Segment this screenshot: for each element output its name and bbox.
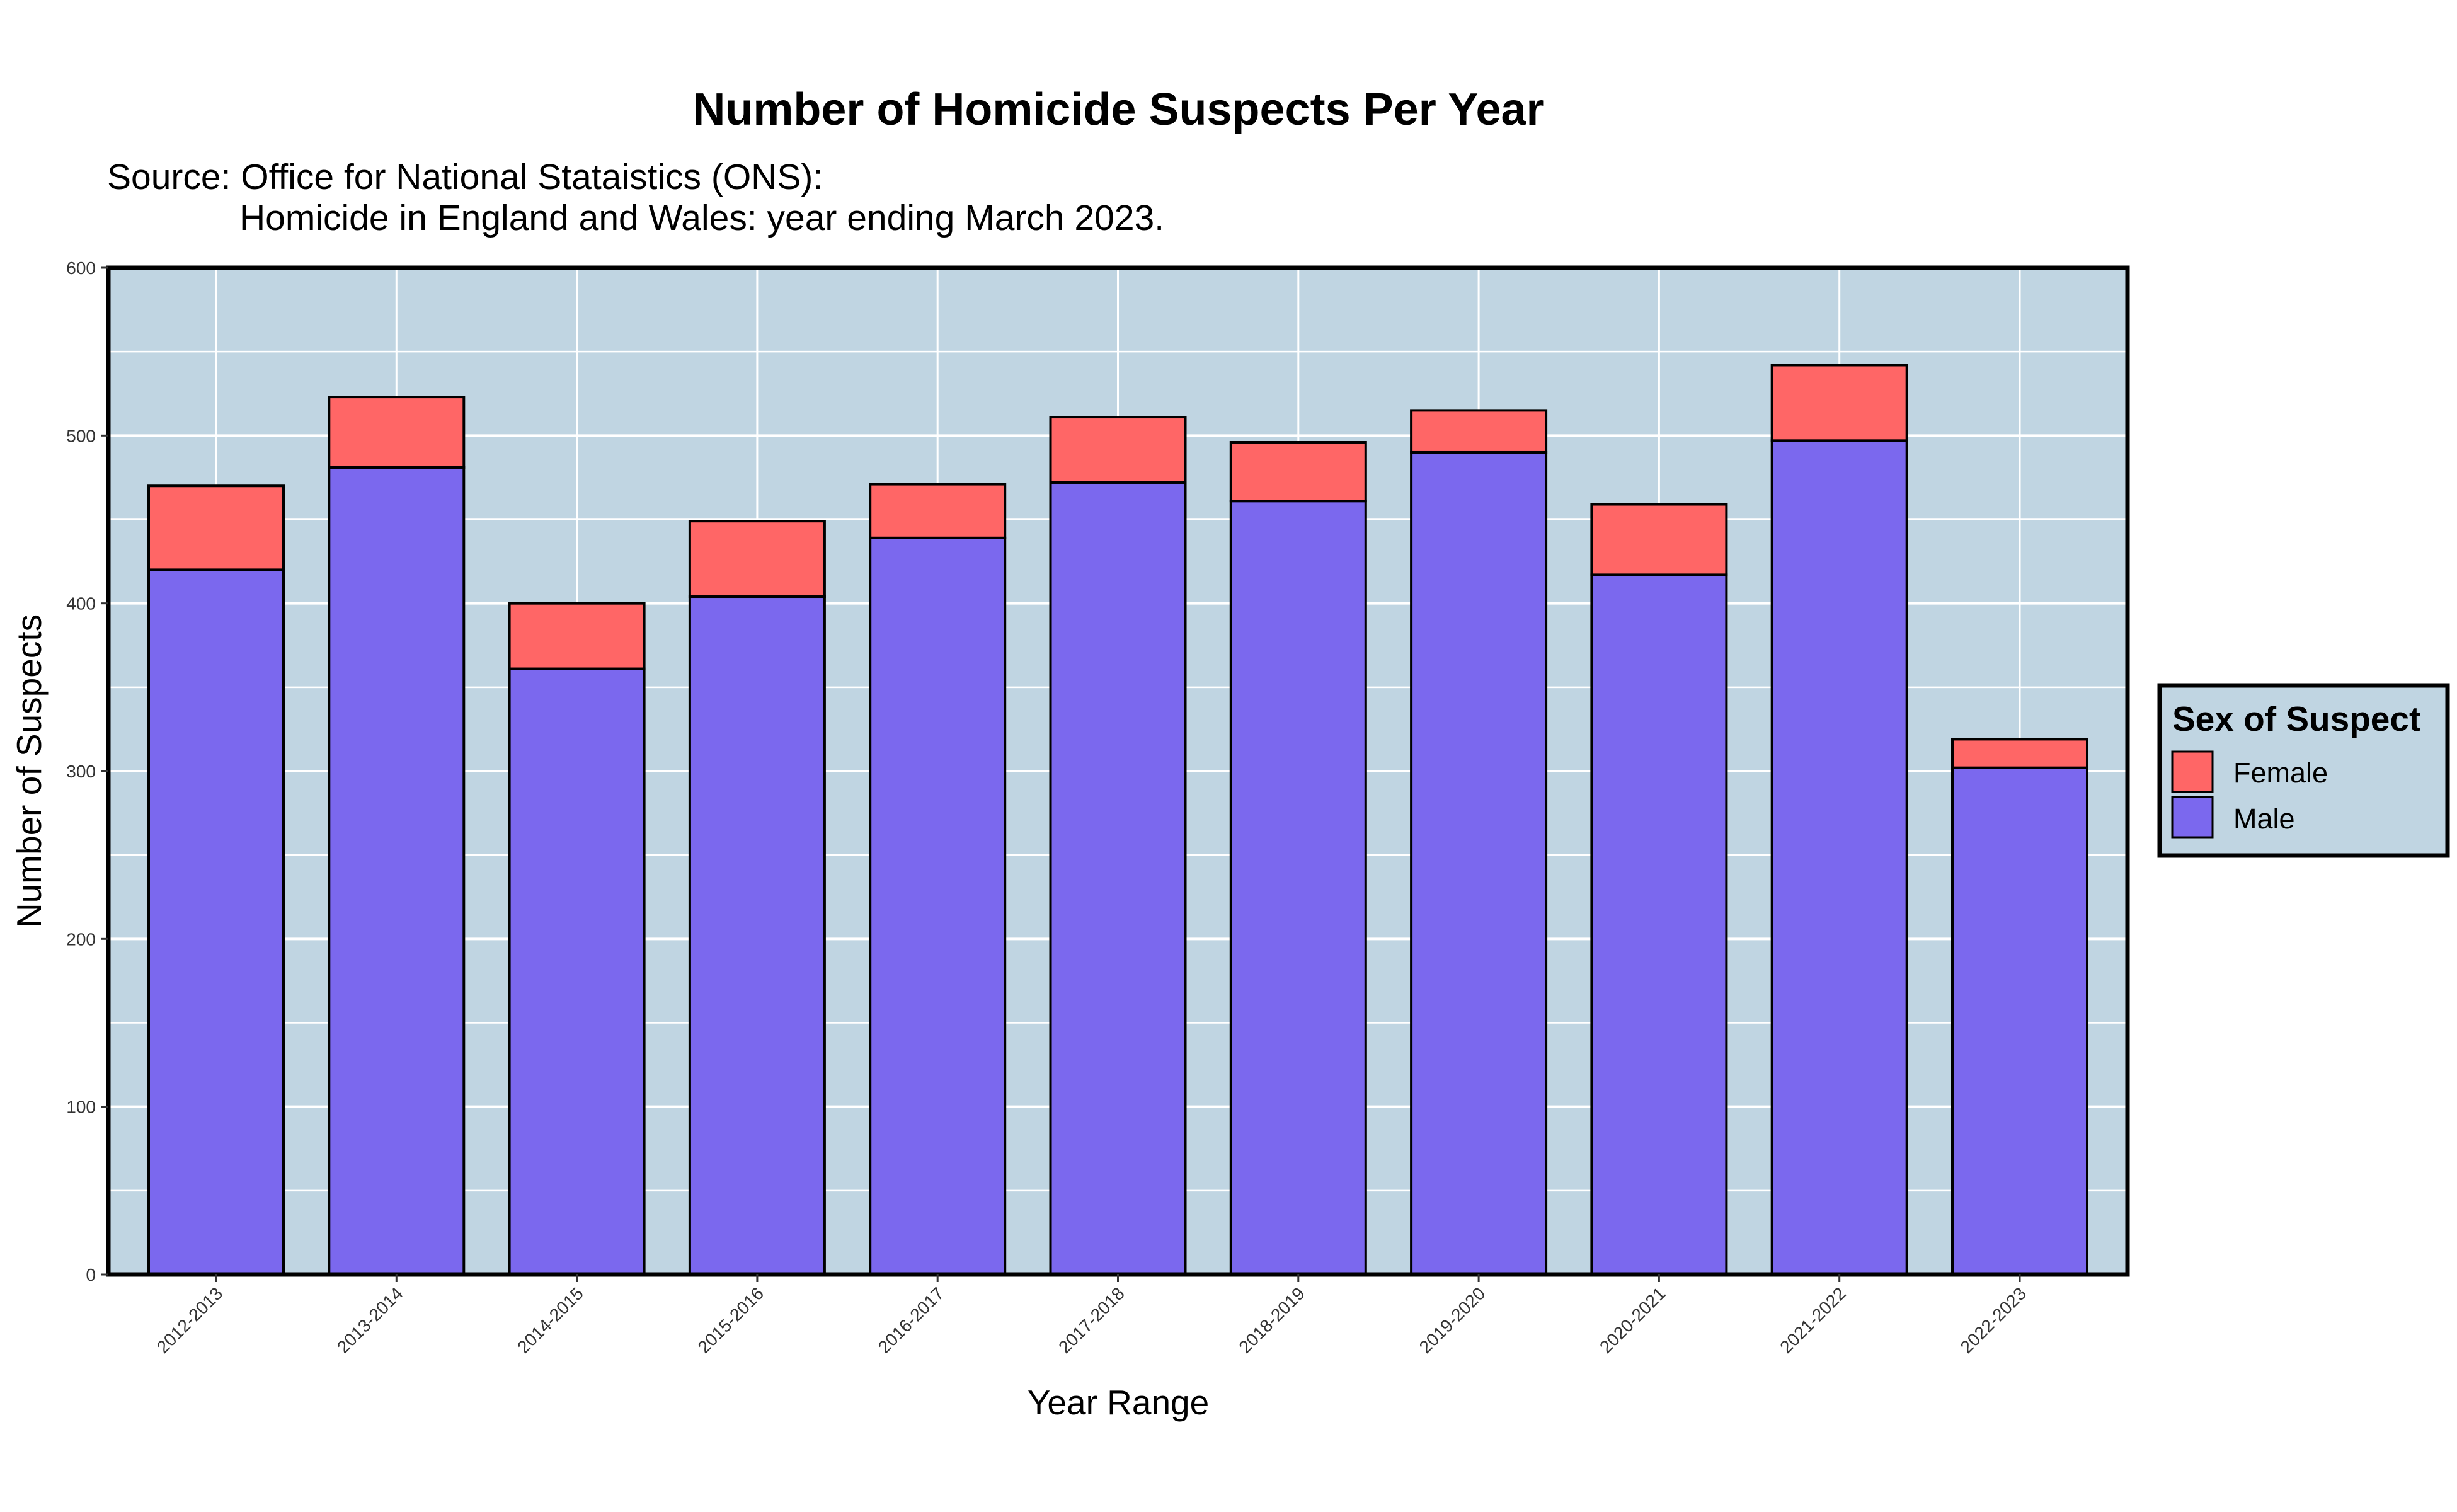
x-tick-label: 2019-2020 <box>1416 1283 1489 1357</box>
y-tick-label: 0 <box>86 1265 96 1285</box>
chart-subtitle-line-1: Source: Office for National Stataistics … <box>107 157 823 197</box>
bar-male <box>1049 481 1187 1276</box>
y-tick-label: 600 <box>66 258 96 278</box>
legend-swatch-female <box>2171 750 2214 793</box>
bar-male <box>1770 439 1908 1276</box>
bar-female <box>688 520 826 598</box>
x-tick-label: 2015-2016 <box>694 1283 768 1357</box>
x-tick-label: 2022-2023 <box>1957 1283 2030 1357</box>
bar-male <box>147 568 285 1276</box>
bar-male <box>508 667 646 1276</box>
x-tick-label: 2018-2019 <box>1235 1283 1309 1357</box>
legend: Sex of Suspect Female Male <box>2157 683 2450 858</box>
bar-female <box>1770 364 1908 442</box>
x-tick-label: 2017-2018 <box>1055 1283 1128 1357</box>
bars <box>147 364 2088 1276</box>
legend-label-male: Male <box>2233 803 2295 835</box>
bar-male <box>869 536 1007 1276</box>
bar-female <box>869 483 1007 539</box>
y-tick-label: 200 <box>66 929 96 949</box>
legend-label-female: Female <box>2233 757 2328 789</box>
bar-female <box>1951 738 2088 769</box>
y-axis-title: Number of Suspects <box>9 614 49 928</box>
y-tick-label: 300 <box>66 762 96 781</box>
bar-male <box>1229 500 1367 1276</box>
bar-female <box>1049 416 1187 484</box>
x-tick-label: 2012-2013 <box>153 1283 227 1357</box>
bar-male <box>688 595 826 1276</box>
bar-male <box>1590 573 1728 1276</box>
y-tick-label: 100 <box>66 1097 96 1117</box>
x-axis-title: Year Range <box>1028 1383 1209 1422</box>
bar-male <box>1951 766 2088 1276</box>
bar-male <box>1410 450 1548 1276</box>
y-tick-label: 400 <box>66 594 96 614</box>
bar-female <box>508 602 646 670</box>
legend-swatch-male <box>2171 796 2214 839</box>
x-tick-label: 2013-2014 <box>333 1283 407 1357</box>
legend-title: Sex of Suspect <box>2172 699 2420 738</box>
bar-female <box>1590 503 1728 576</box>
bar-female <box>1229 440 1367 503</box>
x-tick-label: 2020-2021 <box>1596 1283 1670 1357</box>
bar-male <box>328 466 466 1276</box>
chart-subtitle-line-2: Homicide in England and Wales: year endi… <box>239 198 1164 238</box>
chart-title: Number of Homicide Suspects Per Year <box>692 84 1544 135</box>
bar-female <box>1410 409 1548 454</box>
bar-female <box>147 484 285 571</box>
x-tick-label: 2016-2017 <box>874 1283 948 1357</box>
x-tick-label: 2014-2015 <box>513 1283 587 1357</box>
y-tick-label: 500 <box>66 426 96 445</box>
x-tick-label: 2021-2022 <box>1776 1283 1850 1357</box>
bar-female <box>328 396 466 469</box>
